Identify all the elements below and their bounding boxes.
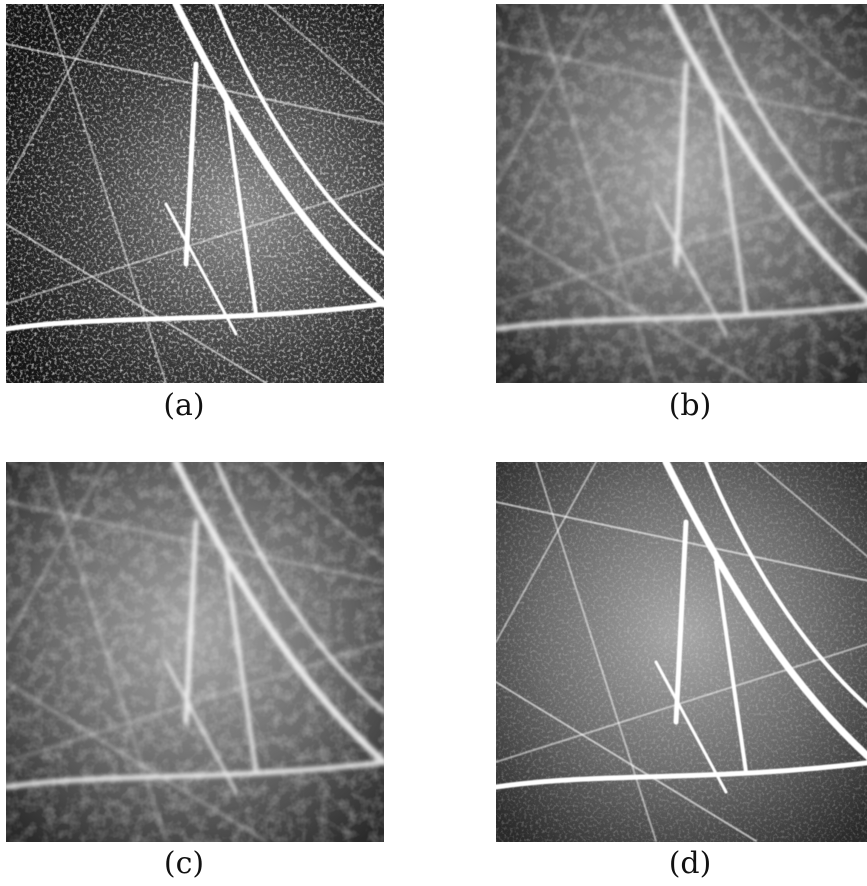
- panel-caption: (c): [84, 846, 284, 881]
- panel-caption: (b): [590, 388, 790, 423]
- image-panel: [496, 4, 867, 383]
- image-panel: [496, 462, 867, 842]
- figure: (a) (b) (c) (d) (() => { const data = JS…: [0, 0, 867, 886]
- panel-caption: (d): [590, 846, 790, 881]
- image-panel: [6, 4, 384, 383]
- image-panel: [6, 462, 384, 842]
- panel-caption: (a): [84, 388, 284, 423]
